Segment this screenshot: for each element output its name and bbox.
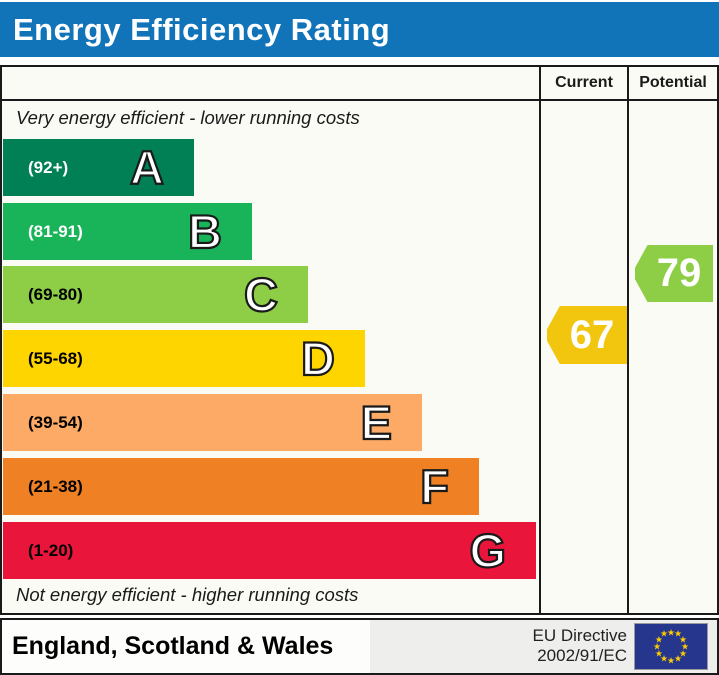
footer-region-label: England, Scotland & Wales: [12, 632, 334, 660]
band-g-letter: G: [468, 523, 507, 578]
eu-star-icon: ★: [673, 628, 683, 639]
current-rating-marker: 67: [547, 306, 627, 364]
potential-rating-marker: 79: [635, 245, 713, 302]
eu-star-icon: ★: [666, 627, 676, 637]
title-bar: Energy Efficiency Rating: [0, 2, 719, 57]
band-f-letter: F: [419, 459, 450, 514]
band-c-letter: C: [243, 267, 279, 322]
current-rating-value: 67: [569, 312, 615, 357]
eu-star-icon: ★: [652, 641, 662, 651]
band-g-range-label: (1-20): [28, 540, 74, 560]
eu-flag-icon: ★ ★ ★ ★ ★ ★ ★ ★ ★ ★ ★ ★: [635, 624, 707, 669]
footer-bar: England, Scotland & Wales EU Directive 2…: [0, 618, 719, 675]
top-caption: Very energy efficient - lower running co…: [16, 107, 360, 128]
band-d: (55-68) D: [3, 330, 365, 387]
eu-star-icon: ★: [666, 655, 676, 665]
potential-column-header: Potential: [639, 74, 707, 91]
band-a: (92+) A: [3, 139, 194, 196]
band-d-letter: D: [300, 331, 336, 386]
eu-star-icon: ★: [659, 628, 669, 639]
eu-star-icon: ★: [654, 648, 663, 658]
band-a-letter: A: [129, 140, 165, 195]
band-g: (1-20) G: [3, 522, 536, 579]
band-f-range-label: (21-38): [28, 476, 83, 496]
current-column-header: Current: [555, 74, 613, 91]
header-bottom-border: [2, 99, 717, 101]
eu-directive-label: EU Directive 2002/91/EC: [522, 626, 627, 666]
page-title: Energy Efficiency Rating: [13, 11, 391, 47]
band-b-letter: B: [187, 204, 223, 259]
band-b: (81-91) B: [3, 203, 252, 260]
eu-directive-line2: 2002/91/EC: [537, 646, 627, 665]
band-e-range-label: (39-54): [28, 412, 83, 432]
band-c-range-label: (69-80): [28, 284, 83, 304]
eu-star-icon: ★: [659, 653, 669, 664]
rating-chart-table: Current Potential Very energy efficient …: [0, 65, 719, 615]
eu-star-icon: ★: [679, 648, 688, 658]
eu-star-icon: ★: [654, 634, 663, 644]
bottom-caption: Not energy efficient - higher running co…: [16, 584, 359, 605]
eu-star-icon: ★: [673, 653, 683, 664]
band-a-range-label: (92+): [28, 157, 69, 177]
band-d-range-label: (55-68): [28, 348, 83, 368]
current-column-divider: [539, 67, 541, 613]
band-c: (69-80) C: [3, 266, 308, 323]
potential-column-divider: [627, 67, 629, 613]
band-e-letter: E: [360, 395, 394, 450]
band-e: (39-54) E: [3, 394, 422, 451]
band-b-range-label: (81-91): [28, 221, 83, 241]
eu-directive-line1: EU Directive: [532, 626, 627, 645]
eu-star-icon: ★: [679, 634, 688, 644]
eu-star-icon: ★: [680, 641, 690, 651]
band-f: (21-38) F: [3, 458, 479, 515]
potential-rating-value: 79: [656, 251, 702, 295]
